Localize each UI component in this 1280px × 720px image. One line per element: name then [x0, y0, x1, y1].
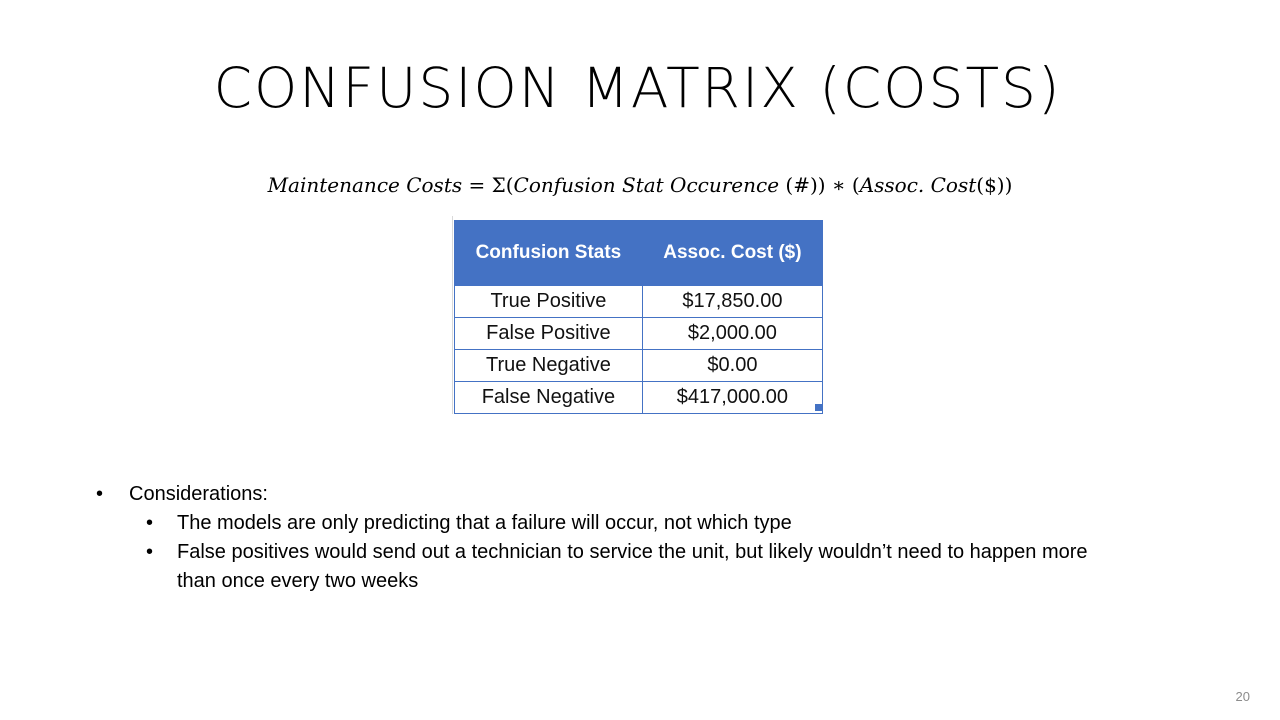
sub-bullet-text: False positives would send out a technic…	[177, 541, 1088, 592]
stat-cell: True Negative	[454, 349, 643, 382]
fill-handle-icon	[815, 404, 822, 411]
bullet-dot-icon: •	[146, 512, 154, 534]
cost-cell: $2,000.00	[641, 317, 824, 350]
sub-bullet-item: • False positives would send out a techn…	[96, 538, 1096, 596]
cost-cell: $0.00	[641, 349, 824, 382]
slide-title: CONFUSION MATRIX (COSTS)	[213, 56, 1062, 120]
formula-cost-unit: ($))	[976, 173, 1013, 197]
table-row: False Negative $417,000.00	[454, 381, 824, 414]
bullet-dot-icon: •	[146, 541, 154, 563]
table-row: True Negative $0.00	[454, 349, 824, 382]
cost-table-image: Confusion Stats Assoc. Cost ($) True Pos…	[452, 216, 831, 414]
bullet-text: Considerations:	[129, 483, 268, 505]
sub-bullet-item: • The models are only predicting that a …	[96, 509, 1096, 538]
considerations-list: • Considerations: • The models are only …	[96, 480, 1096, 596]
cost-formula: Maintenance Costs = Σ(Confusion Stat Occ…	[0, 170, 1280, 200]
formula-term-cost: Assoc. Cost	[859, 173, 977, 197]
stat-cell: True Positive	[454, 285, 643, 318]
cost-cell: $417,000.00	[641, 381, 824, 414]
formula-lhs: Maintenance Costs	[267, 173, 463, 197]
table-row: True Positive $17,850.00	[454, 285, 824, 318]
header-assoc-cost: Assoc. Cost ($)	[641, 220, 824, 286]
formula-equals-sum: = Σ(	[462, 173, 514, 197]
bullet-dot-icon: •	[96, 483, 104, 505]
table-row: False Positive $2,000.00	[454, 317, 824, 350]
sub-bullet-text: The models are only predicting that a fa…	[177, 512, 792, 534]
header-confusion-stats: Confusion Stats	[454, 220, 643, 286]
formula-count-unit: (#)) ∗ (	[779, 173, 860, 197]
table-header-row: Confusion Stats Assoc. Cost ($)	[454, 220, 824, 286]
stat-cell: False Positive	[454, 317, 643, 350]
stat-cell: False Negative	[454, 381, 643, 414]
cost-table: Confusion Stats Assoc. Cost ($) True Pos…	[454, 220, 824, 414]
cost-cell: $17,850.00	[641, 285, 824, 318]
page-number: 20	[1235, 689, 1250, 704]
bullet-item: • Considerations:	[96, 480, 1096, 509]
formula-term-occurrence: Confusion Stat Occurence	[513, 173, 780, 197]
